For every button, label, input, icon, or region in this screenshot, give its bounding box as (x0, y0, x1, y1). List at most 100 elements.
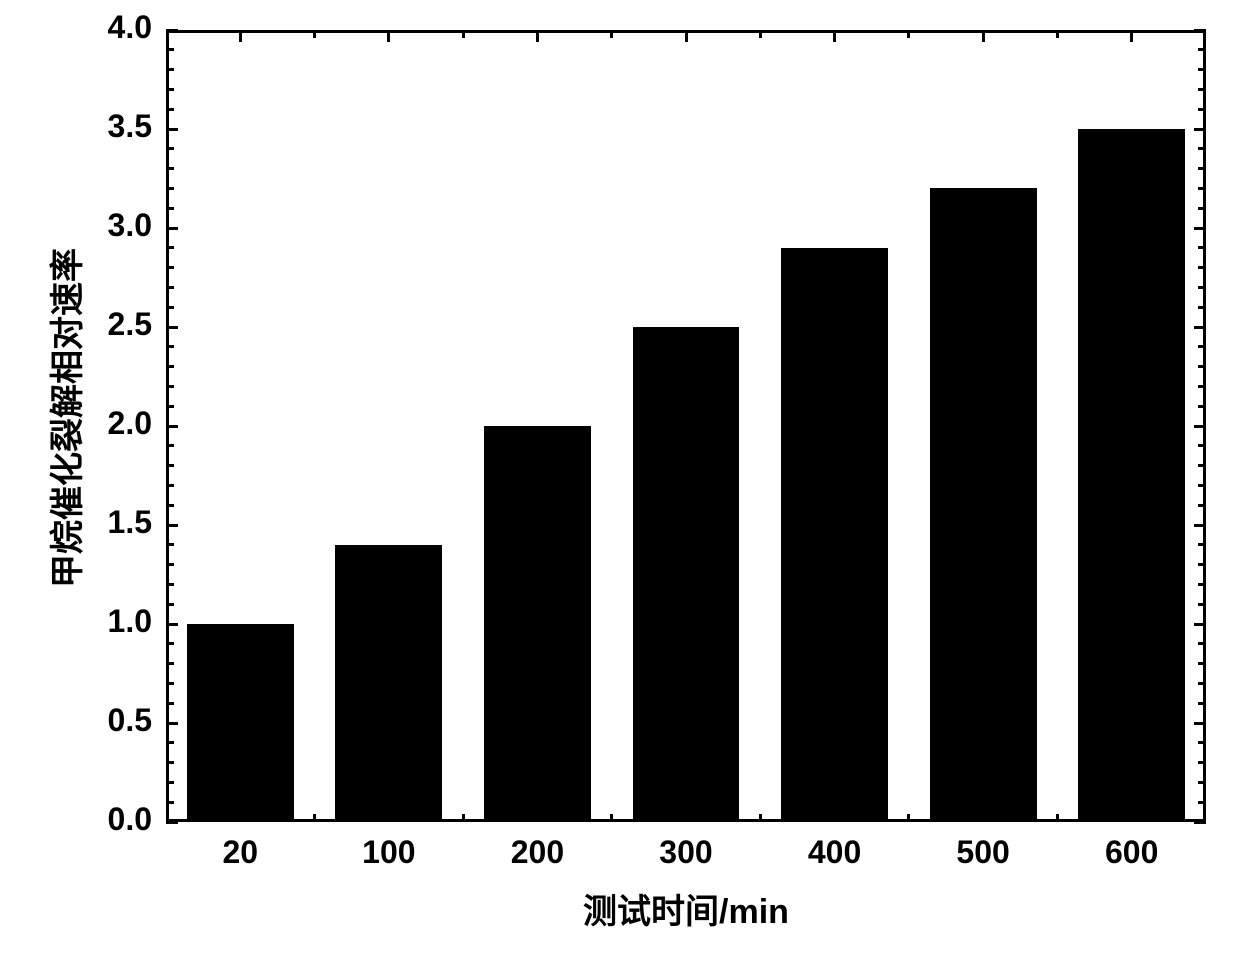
y-tick-minor-left (166, 108, 174, 111)
x-tick-major-bottom (833, 810, 836, 822)
y-tick-minor-left (166, 741, 174, 744)
x-tick-major-top (387, 30, 390, 42)
y-tick-label: 4.0 (86, 9, 152, 46)
y-tick-minor-left (166, 801, 174, 804)
y-tick-minor-left (166, 345, 174, 348)
y-tick-minor-right (1198, 405, 1206, 408)
y-tick-minor-right (1198, 781, 1206, 784)
y-tick-label: 1.0 (86, 603, 152, 640)
bar (187, 624, 294, 822)
y-tick-minor-right (1198, 702, 1206, 705)
y-tick-major-left (166, 623, 178, 626)
y-tick-minor-left (166, 484, 174, 487)
y-tick-minor-right (1198, 286, 1206, 289)
y-tick-major-right (1194, 29, 1206, 32)
bar (484, 426, 591, 822)
x-tick-major-bottom (982, 810, 985, 822)
y-tick-label: 2.0 (86, 405, 152, 442)
x-tick-major-top (536, 30, 539, 42)
y-tick-minor-right (1198, 741, 1206, 744)
figure: 甲烷催化裂解相对速率 测试时间/min 0.00.51.01.52.02.53.… (0, 0, 1240, 977)
y-axis-label: 甲烷催化裂解相对速率 (40, 248, 89, 588)
y-tick-major-left (166, 821, 178, 824)
x-tick-major-bottom (387, 810, 390, 822)
y-tick-major-right (1194, 821, 1206, 824)
y-tick-minor-left (166, 761, 174, 764)
y-tick-minor-left (166, 464, 174, 467)
y-tick-minor-left (166, 405, 174, 408)
y-tick-minor-right (1198, 504, 1206, 507)
y-tick-major-left (166, 29, 178, 32)
y-tick-minor-right (1198, 385, 1206, 388)
y-tick-minor-left (166, 543, 174, 546)
x-tick-label: 500 (909, 834, 1058, 871)
x-tick-major-bottom (239, 810, 242, 822)
y-tick-minor-right (1198, 48, 1206, 51)
y-tick-minor-left (166, 444, 174, 447)
y-tick-minor-right (1198, 583, 1206, 586)
y-tick-minor-left (166, 147, 174, 150)
y-tick-major-left (166, 425, 178, 428)
y-tick-minor-left (166, 187, 174, 190)
y-tick-minor-left (166, 642, 174, 645)
x-tick-minor-bottom (462, 814, 465, 822)
y-tick-major-right (1194, 722, 1206, 725)
x-tick-minor-bottom (610, 814, 613, 822)
bar (335, 545, 442, 822)
y-tick-major-left (166, 326, 178, 329)
x-tick-minor-bottom (759, 814, 762, 822)
x-tick-major-top (239, 30, 242, 42)
y-tick-label: 3.5 (86, 108, 152, 145)
y-tick-label: 2.5 (86, 306, 152, 343)
x-tick-minor-top (610, 30, 613, 38)
bar (1078, 129, 1185, 822)
y-tick-minor-left (166, 583, 174, 586)
x-tick-major-top (833, 30, 836, 42)
y-tick-major-right (1194, 623, 1206, 626)
y-tick-major-left (166, 722, 178, 725)
y-tick-minor-left (166, 68, 174, 71)
y-tick-minor-right (1198, 484, 1206, 487)
y-tick-major-right (1194, 326, 1206, 329)
y-tick-label: 3.0 (86, 207, 152, 244)
y-tick-minor-left (166, 266, 174, 269)
y-tick-label: 1.5 (86, 504, 152, 541)
x-tick-major-top (685, 30, 688, 42)
y-tick-minor-left (166, 207, 174, 210)
y-tick-minor-right (1198, 246, 1206, 249)
y-tick-label: 0.5 (86, 702, 152, 739)
y-tick-minor-right (1198, 187, 1206, 190)
x-tick-label: 400 (760, 834, 909, 871)
y-tick-minor-right (1198, 603, 1206, 606)
y-tick-minor-right (1198, 642, 1206, 645)
y-tick-minor-left (166, 306, 174, 309)
x-tick-minor-bottom (907, 814, 910, 822)
y-tick-minor-left (166, 662, 174, 665)
x-tick-major-bottom (685, 810, 688, 822)
y-tick-major-right (1194, 128, 1206, 131)
y-tick-minor-right (1198, 662, 1206, 665)
y-tick-minor-right (1198, 88, 1206, 91)
y-tick-minor-right (1198, 345, 1206, 348)
x-tick-major-bottom (1130, 810, 1133, 822)
plot-area (166, 30, 1206, 822)
x-tick-label: 200 (463, 834, 612, 871)
y-tick-major-left (166, 227, 178, 230)
y-tick-major-right (1194, 524, 1206, 527)
x-tick-minor-bottom (313, 814, 316, 822)
bar (633, 327, 740, 822)
x-tick-major-top (982, 30, 985, 42)
y-tick-minor-left (166, 48, 174, 51)
y-tick-minor-left (166, 286, 174, 289)
y-tick-minor-right (1198, 306, 1206, 309)
y-tick-minor-right (1198, 444, 1206, 447)
y-tick-minor-left (166, 246, 174, 249)
x-tick-minor-top (1056, 30, 1059, 38)
y-tick-major-left (166, 128, 178, 131)
x-tick-label: 100 (315, 834, 464, 871)
y-tick-minor-right (1198, 464, 1206, 467)
x-tick-major-top (1130, 30, 1133, 42)
y-tick-minor-right (1198, 801, 1206, 804)
y-tick-minor-right (1198, 543, 1206, 546)
x-tick-minor-top (313, 30, 316, 38)
